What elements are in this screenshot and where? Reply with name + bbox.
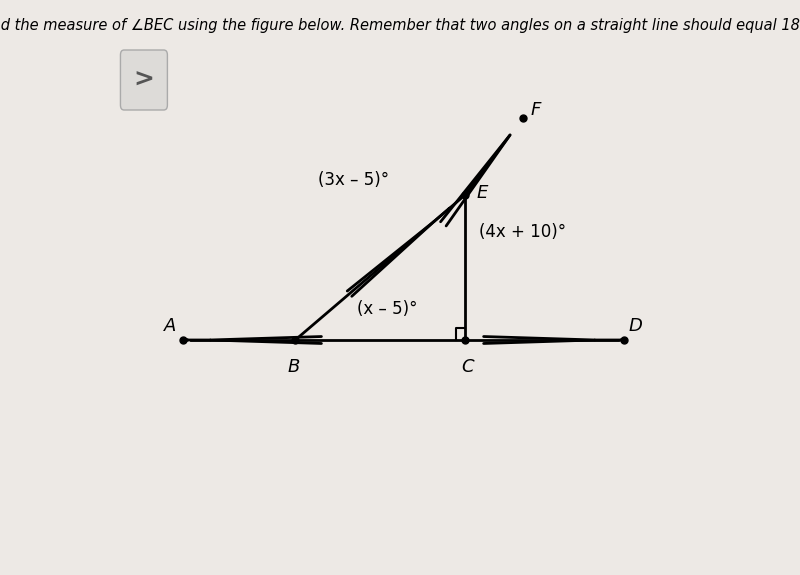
Text: >: > bbox=[133, 68, 154, 92]
Text: B: B bbox=[288, 358, 300, 376]
Text: C: C bbox=[462, 358, 474, 376]
Text: Find the measure of ∠BEC using the figure below. Remember that two angles on a s: Find the measure of ∠BEC using the figur… bbox=[0, 18, 800, 33]
Text: D: D bbox=[629, 317, 642, 335]
Text: F: F bbox=[530, 101, 540, 119]
Text: (3x – 5)°: (3x – 5)° bbox=[318, 171, 389, 189]
Text: E: E bbox=[477, 184, 488, 202]
Text: (x – 5)°: (x – 5)° bbox=[357, 300, 417, 318]
Text: A: A bbox=[164, 317, 177, 335]
Text: (4x + 10)°: (4x + 10)° bbox=[479, 223, 566, 241]
FancyBboxPatch shape bbox=[121, 50, 167, 110]
